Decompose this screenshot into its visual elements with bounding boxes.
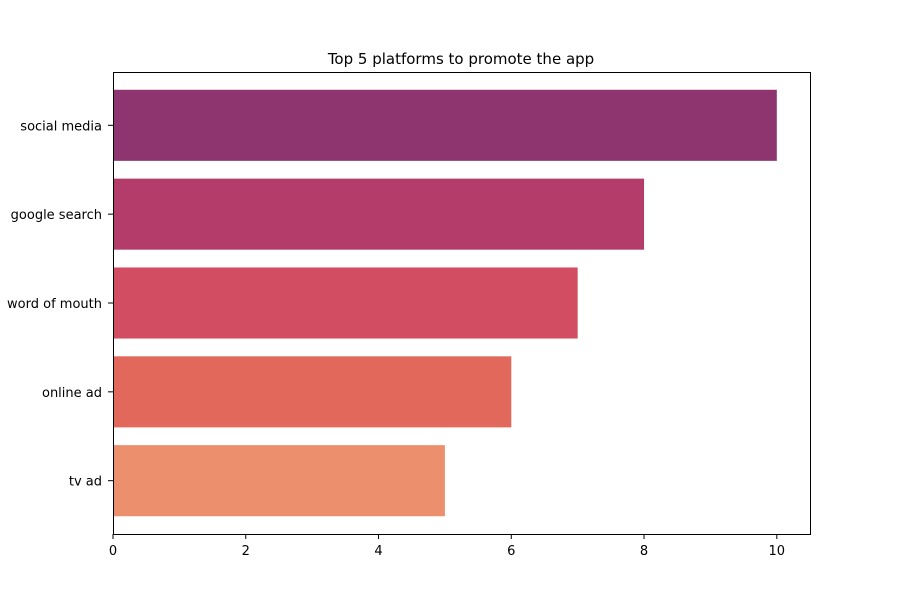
bar-tv-ad [113, 445, 445, 517]
y-tick-label: online ad [42, 386, 102, 401]
plot-frame [113, 72, 811, 535]
x-tick-label: 6 [507, 544, 515, 559]
x-tick-label: 8 [640, 544, 648, 559]
y-tick-label: tv ad [69, 475, 102, 490]
x-tick-label: 4 [374, 544, 382, 559]
y-tick-label: social media [20, 119, 102, 134]
x-tick-label: 2 [242, 544, 250, 559]
bar-google-search [113, 178, 645, 250]
y-axis: social media google search word of mouth on… [7, 119, 113, 490]
chart-title: Top 5 platforms to promote the app [327, 50, 594, 68]
x-tick-label: 0 [109, 544, 117, 559]
bar-social-media [113, 89, 777, 161]
x-axis: 0 2 4 6 8 10 [109, 534, 785, 559]
bar-online-ad [113, 356, 512, 428]
x-tick-label: 10 [769, 544, 786, 559]
bars-layer [113, 89, 777, 517]
y-tick-label: google search [11, 208, 102, 223]
y-tick-label: word of mouth [7, 297, 102, 312]
bar-word-of-mouth [113, 267, 578, 339]
